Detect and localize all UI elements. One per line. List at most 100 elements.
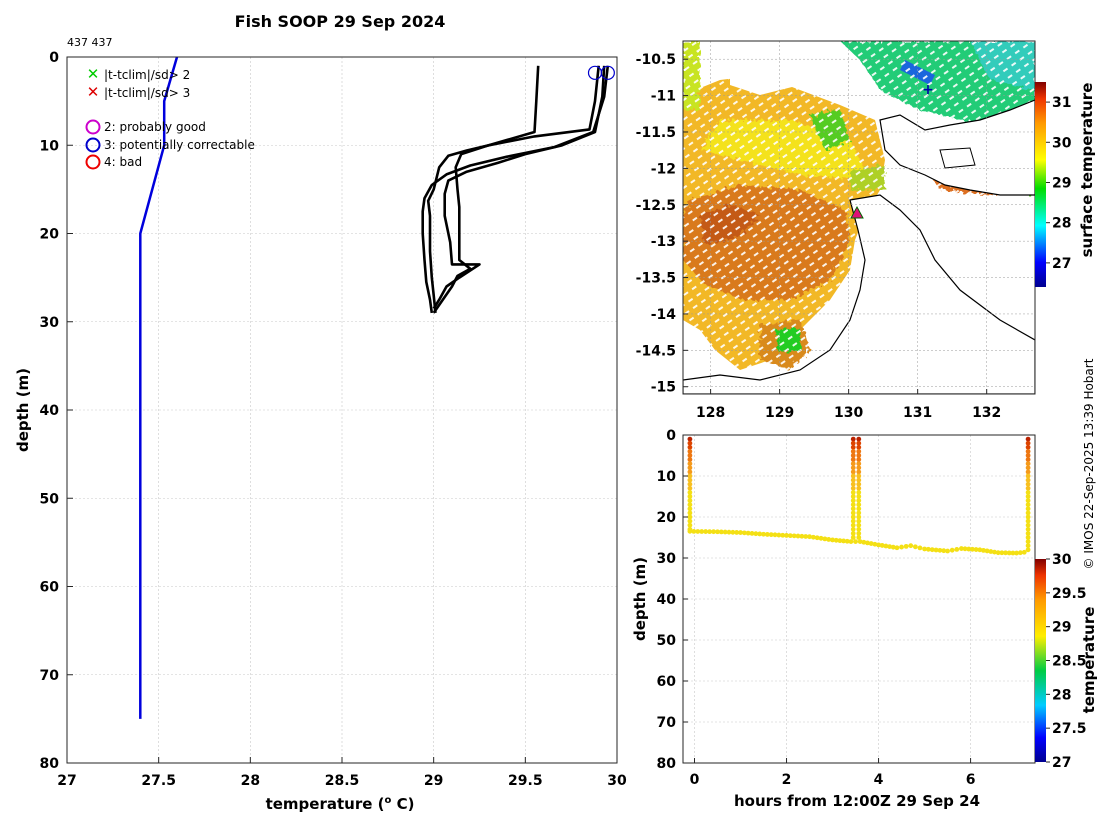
ts-bottom-point — [810, 534, 816, 540]
ts-profile-point — [687, 440, 693, 446]
ts-bottom-point — [945, 548, 950, 554]
ts-bottom-point — [803, 534, 809, 539]
ts-profile-point — [1025, 522, 1031, 528]
ts-bottom-point — [741, 530, 747, 536]
ts-profile-point — [850, 498, 856, 503]
map-panel: + 128 129 130 131 132 -10.5 -11 -11.5 -12 -12.5 -1… — [636, 40, 1096, 421]
ts-bottom-point — [707, 529, 713, 535]
ts-bottom-point — [999, 550, 1005, 556]
ts-bottom-point — [703, 529, 709, 534]
ts-profile-point — [687, 518, 693, 524]
ts-profile-point — [856, 522, 862, 528]
ts-bottom-point — [826, 537, 832, 542]
ts-bottom-point — [872, 541, 878, 547]
ts-profile-point — [856, 477, 862, 483]
counts-label: 437 437 — [67, 36, 113, 49]
ts-bottom-point — [977, 547, 983, 553]
ts-profile-point — [687, 457, 693, 462]
ts-bottom-point — [764, 532, 770, 537]
ts-profile-point — [856, 453, 862, 458]
ts-profile-point — [1025, 510, 1031, 516]
ts-bottom-point — [691, 529, 697, 534]
ts-profile-point — [687, 469, 693, 475]
ts-bottom-point — [745, 530, 751, 536]
ts-bottom-point — [711, 529, 716, 535]
ts-profile-point — [850, 490, 856, 495]
ts-bottom-point — [958, 546, 964, 551]
ts-profile-point — [850, 457, 856, 462]
ts-profile-point — [856, 502, 862, 508]
green-x-icon: ✕ — [87, 65, 100, 83]
ts-profile-point — [687, 490, 693, 495]
map-y-tick-label: -13.5 — [636, 271, 676, 287]
legend-entry-probably-good: 2: probably good — [85, 119, 206, 135]
ts-bottom-point — [726, 529, 732, 535]
ts-bottom-point — [926, 546, 931, 552]
ts-bottom-point — [981, 547, 986, 553]
ts-profile-point — [856, 535, 862, 540]
ts-bottom-point — [848, 539, 854, 544]
ts-profile-point — [687, 473, 693, 479]
map-y-tick-label: -11 — [651, 89, 676, 105]
ts-profile-point — [850, 440, 856, 446]
y-tick-label: 70 — [40, 668, 60, 684]
ts-profile-point — [687, 498, 693, 503]
ts-profile-point — [1025, 494, 1031, 499]
land-kimberley-coast — [683, 194, 1035, 394]
ts-profile-point — [850, 477, 856, 483]
ts-profile-point — [1025, 436, 1031, 442]
ts-bottom-point — [715, 529, 720, 535]
ts-bottom-point — [868, 541, 874, 546]
ts-profile-point — [1025, 465, 1031, 471]
red-circle-icon — [85, 154, 101, 170]
ts-profile-point — [850, 436, 856, 442]
map-colorbar-tick-label: 28 — [1052, 216, 1071, 232]
timeseries-y-axis-label: depth (m) — [631, 557, 649, 641]
ts-profile-point — [850, 506, 856, 512]
ts-bottom-point — [695, 529, 701, 534]
map-image: + — [683, 41, 1035, 394]
ts-profile-point — [1025, 518, 1031, 524]
ts-bottom-point — [844, 538, 850, 544]
legend-label: |t-tclim|/sd> 3 — [104, 86, 190, 100]
credit-text: © IMOS 22-Sep-2025 13:39 Hobart — [1082, 358, 1096, 569]
map-y-tick-label: -14 — [651, 307, 677, 323]
ts-profile-point — [687, 444, 693, 450]
magenta-circle-icon — [85, 119, 101, 135]
map-y-tick-label: -13 — [651, 234, 676, 250]
ts-bottom-point — [962, 546, 968, 552]
ts-profile-point — [687, 502, 693, 508]
ts-profile-point — [850, 485, 856, 491]
figure-title: Fish SOOP 29 Sep 2024 — [235, 12, 446, 31]
x-tick-label: 27 — [57, 773, 76, 789]
cloud-patch-north — [730, 41, 800, 95]
ts-profile-point — [687, 506, 693, 512]
ts-profile-point — [850, 473, 856, 479]
ts-bottom-point — [761, 531, 766, 537]
ts-bottom-point — [995, 550, 1001, 556]
ts-profile-point — [850, 453, 856, 458]
ts-y-tick-label: 80 — [657, 756, 677, 772]
profile-y-axis-label: depth (m) — [14, 368, 32, 452]
ts-profile-point — [856, 457, 862, 462]
legend-label: 3: potentially correctable — [104, 138, 255, 152]
ts-colorbar-tick-label: 28.5 — [1052, 654, 1087, 670]
ts-profile-point — [1025, 490, 1031, 495]
x-tick-label: 30 — [607, 773, 627, 789]
ts-profile-point — [856, 461, 862, 467]
ts-profile-point — [850, 535, 856, 540]
ts-profile-point — [850, 518, 856, 524]
ts-bottom-point — [772, 532, 778, 538]
y-tick-label: 0 — [49, 50, 59, 66]
ts-profile-point — [850, 461, 856, 467]
ts-bottom-point — [857, 539, 863, 544]
ts-profile-point — [1025, 531, 1031, 536]
blue-plus-icon: + — [922, 82, 934, 98]
ts-profile-point — [850, 465, 856, 471]
ts-profile-point — [687, 449, 693, 454]
ts-profile-point — [687, 461, 693, 467]
ts-profile-point — [687, 453, 693, 458]
ts-bottom-point — [966, 546, 972, 552]
ts-bottom-point — [799, 533, 805, 539]
